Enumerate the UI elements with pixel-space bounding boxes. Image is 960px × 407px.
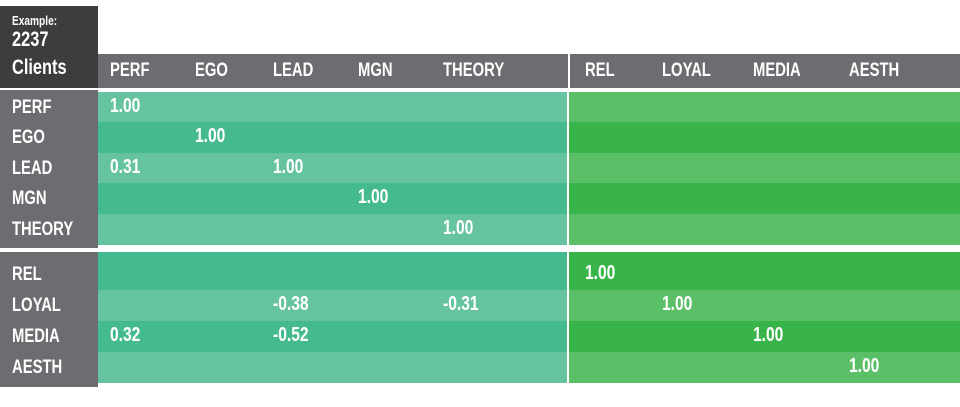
cell-value-media-media: 1.00 xyxy=(753,324,784,346)
left-gap-fill xyxy=(98,252,567,259)
row-band-left xyxy=(98,321,567,352)
cell-value-loyal-lead: -0.38 xyxy=(273,293,309,315)
group-gap xyxy=(0,248,960,252)
row-band-right xyxy=(567,214,960,245)
column-header-mgn: MGN xyxy=(358,60,393,81)
corner-header: Example: 2237 Clients xyxy=(0,6,98,88)
client-unit-label: Clients xyxy=(12,56,67,79)
row-band-left xyxy=(98,290,567,321)
column-header-bar: PERF EGO LEAD MGN THEORY REL LOYAL MEDIA AESTH xyxy=(98,54,960,88)
row-band-left xyxy=(98,259,567,290)
client-count: 2237 xyxy=(12,28,49,51)
row-band-left xyxy=(98,122,567,153)
row-band-right xyxy=(567,321,960,352)
column-header-loyal: LOYAL xyxy=(662,60,711,81)
cell-value-loyal-theory: -0.31 xyxy=(443,293,479,315)
row-header-perf: PERF xyxy=(12,97,52,118)
row-band-left xyxy=(98,183,567,214)
row-header-mgn: MGN xyxy=(12,188,47,209)
column-header-lead: LEAD xyxy=(273,60,314,81)
row-header-theory: THEORY xyxy=(12,219,74,240)
row-band-right xyxy=(567,183,960,214)
cell-value-ego-ego: 1.00 xyxy=(195,125,226,147)
row-band-left xyxy=(98,214,567,245)
column-header-media: MEDIA xyxy=(753,60,801,81)
row-header-rel: REL xyxy=(12,264,42,285)
row-band-left xyxy=(98,92,567,123)
example-caption: Example: xyxy=(12,13,58,28)
cell-value-media-perf: 0.32 xyxy=(110,324,141,346)
right-gap-fill xyxy=(567,252,960,259)
column-header-divider xyxy=(568,54,570,88)
row-header-bar: PERF EGO LEAD MGN THEORY REL LOYAL MEDIA AESTH xyxy=(0,90,98,387)
row-band-right xyxy=(567,352,960,383)
cell-value-loyal-loyal: 1.00 xyxy=(662,293,693,315)
row-band-right xyxy=(567,290,960,321)
cell-value-lead-perf: 0.31 xyxy=(110,156,141,178)
row-band-right xyxy=(567,259,960,290)
cell-value-rel-rel: 1.00 xyxy=(585,262,616,284)
cell-value-lead-lead: 1.00 xyxy=(273,156,304,178)
row-header-media: MEDIA xyxy=(12,326,60,347)
column-header-aesth: AESTH xyxy=(849,60,900,81)
row-band-right xyxy=(567,92,960,123)
cell-value-mgn-mgn: 1.00 xyxy=(358,186,389,208)
column-header-ego: EGO xyxy=(195,60,228,81)
column-header-rel: REL xyxy=(585,60,615,81)
row-header-lead: LEAD xyxy=(12,158,53,179)
row-header-ego: EGO xyxy=(12,127,45,148)
group-divider xyxy=(567,90,569,387)
column-header-theory: THEORY xyxy=(443,60,505,81)
cell-value-aesth-aesth: 1.00 xyxy=(849,355,880,377)
row-header-aesth: AESTH xyxy=(12,357,63,378)
row-band-left xyxy=(98,352,567,383)
row-band-right xyxy=(567,122,960,153)
cell-value-perf-perf: 1.00 xyxy=(110,95,141,117)
row-band-right xyxy=(567,153,960,184)
cell-value-media-lead: -0.52 xyxy=(273,324,309,346)
row-header-gap-fill xyxy=(0,252,98,259)
column-header-perf: PERF xyxy=(110,60,150,81)
row-header-loyal: LOYAL xyxy=(12,295,61,316)
row-band-left xyxy=(98,153,567,184)
cell-value-theory-theory: 1.00 xyxy=(443,217,474,239)
